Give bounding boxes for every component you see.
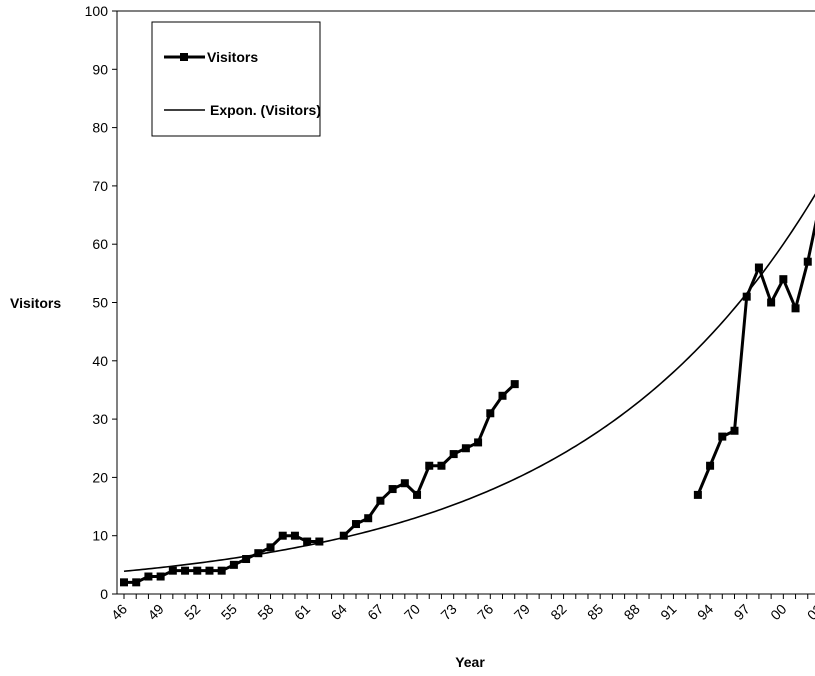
- y-axis-title: Visitors: [10, 295, 61, 311]
- data-point-visitors: [693, 490, 702, 499]
- data-point-visitors: [791, 304, 800, 313]
- data-point-visitors: [486, 409, 495, 418]
- data-point-visitors: [425, 461, 434, 470]
- data-point-visitors: [144, 572, 153, 581]
- y-tick-label: 100: [85, 3, 109, 19]
- x-axis: 46 49 52 55 58 61 64 67 70 73 76 79 82 85 88 91 94 97 00 03: [108, 594, 815, 623]
- data-point-visitors: [461, 444, 470, 453]
- data-point-visitors: [449, 450, 458, 459]
- trendline-expon: [123, 193, 815, 573]
- data-point-visitors: [803, 257, 812, 266]
- data-point-visitors: [706, 461, 715, 470]
- data-point-visitors: [254, 549, 263, 558]
- data-point-visitors: [474, 438, 483, 447]
- x-tick-label: 64: [328, 601, 350, 623]
- legend: Visitors Expon. (Visitors): [151, 21, 321, 137]
- x-tick-label: 82: [547, 601, 569, 623]
- y-tick-label: 80: [92, 120, 108, 136]
- data-point-visitors: [156, 572, 165, 581]
- x-tick-label: 03: [804, 601, 815, 623]
- data-point-visitors: [217, 566, 226, 575]
- data-point-visitors: [742, 292, 751, 301]
- data-point-visitors: [413, 490, 422, 499]
- data-point-visitors: [229, 560, 238, 569]
- y-tick-label: 20: [92, 469, 108, 485]
- x-tick-label: 79: [511, 601, 533, 623]
- data-point-visitors: [376, 496, 385, 505]
- data-point-visitors: [718, 432, 727, 441]
- data-point-visitors: [120, 578, 128, 587]
- data-point-visitors: [437, 461, 446, 470]
- x-tick-label: 94: [694, 601, 716, 623]
- x-tick-label: 76: [474, 601, 496, 623]
- y-tick-label: 30: [92, 411, 108, 427]
- data-point-visitors: [351, 520, 360, 529]
- y-tick-label: 40: [92, 353, 108, 369]
- x-tick-label: 67: [364, 601, 386, 623]
- x-tick-label: 52: [181, 601, 203, 623]
- legend-box: [151, 21, 321, 137]
- data-point-visitors: [290, 531, 299, 540]
- data-point-visitors: [132, 578, 141, 587]
- data-point-visitors: [278, 531, 287, 540]
- data-point-visitors: [193, 566, 202, 575]
- y-tick-label: 90: [92, 61, 108, 77]
- x-tick-label: 49: [144, 601, 166, 623]
- x-tick-label: 61: [291, 601, 313, 623]
- data-point-visitors: [181, 566, 190, 575]
- x-tick-label: 88: [621, 601, 643, 623]
- data-point-visitors: [400, 479, 409, 488]
- data-point-visitors: [303, 537, 312, 546]
- legend-visitors-label: Visitors: [207, 49, 258, 65]
- x-tick-label: 91: [657, 601, 679, 623]
- x-tick-label: 70: [401, 601, 423, 623]
- data-point-visitors: [779, 275, 788, 284]
- data-point-visitors: [388, 485, 397, 494]
- y-tick-label: 0: [100, 586, 108, 602]
- data-point-visitors: [364, 514, 373, 523]
- legend-trend-label: Expon. (Visitors): [210, 102, 321, 118]
- data-point-visitors: [339, 531, 348, 540]
- legend-visitors-marker: [180, 53, 188, 61]
- data-point-visitors: [767, 298, 776, 307]
- y-tick-label: 10: [92, 528, 108, 544]
- x-tick-label: 00: [767, 601, 789, 623]
- series-line-visitors: [124, 534, 320, 584]
- data-point-visitors: [242, 555, 251, 564]
- trendline-layer: [123, 193, 815, 573]
- series-layer: [120, 219, 815, 587]
- x-tick-label: 97: [731, 601, 753, 623]
- data-point-visitors: [266, 543, 275, 552]
- data-point-visitors: [168, 566, 177, 575]
- y-tick-label: 60: [92, 236, 108, 252]
- x-tick-label: 73: [437, 601, 459, 623]
- x-axis-title: Year: [455, 654, 485, 670]
- x-tick-label: 46: [108, 601, 130, 623]
- data-point-visitors: [754, 263, 763, 272]
- series-line-visitors: [696, 219, 815, 496]
- data-point-visitors: [315, 537, 324, 546]
- y-tick-label: 50: [92, 295, 108, 311]
- x-tick-label: 55: [218, 601, 240, 623]
- data-point-visitors: [510, 380, 519, 389]
- x-tick-label: 58: [254, 601, 276, 623]
- data-point-visitors: [498, 391, 507, 400]
- y-axis: 0 10 20 30 40 50 60 70 80 90 100: [85, 3, 117, 602]
- data-point-visitors: [205, 566, 214, 575]
- y-tick-label: 70: [92, 178, 108, 194]
- data-point-visitors: [730, 426, 739, 435]
- x-tick-label: 85: [584, 601, 606, 623]
